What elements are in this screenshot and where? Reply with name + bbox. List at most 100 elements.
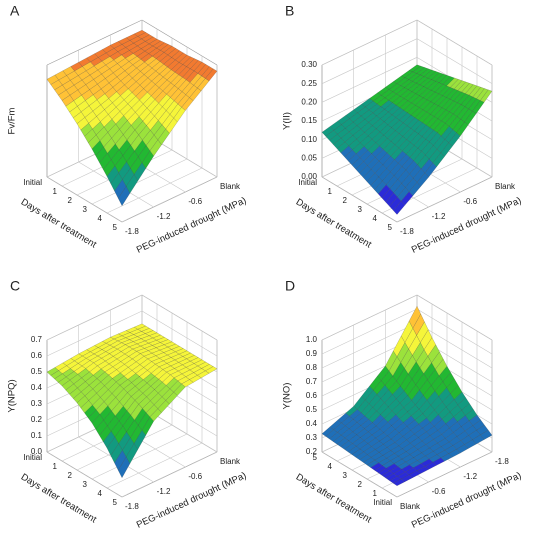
grid-line [46, 176, 123, 223]
grid-line [46, 451, 123, 498]
z-tick-label: 0.20 [301, 97, 317, 106]
grid-line [321, 57, 418, 103]
y-tick-label: Initial [298, 178, 317, 187]
z-tick-label: 0.6 [31, 351, 43, 360]
y-tick-label: Initial [373, 498, 392, 507]
x-tick-label: -0.6 [188, 472, 202, 481]
x-tick-label: -0.6 [188, 197, 202, 206]
grid-line [416, 308, 493, 355]
x-tick-label: -0.6 [463, 197, 477, 206]
grid-line [416, 322, 493, 369]
x-tick-label: -1.2 [463, 472, 477, 481]
z-tick-label: 0.6 [306, 391, 318, 400]
z-tick-label: 0.10 [301, 135, 317, 144]
z-axis-label: Y(NO) [282, 383, 293, 410]
y-tick-label: 4 [98, 214, 103, 223]
y-tick-label: 4 [98, 489, 103, 498]
panel: 0.0 0.1 0.2 0.3 0.4 0.5 0.6 0.7 -1.8 -1.2 -0.6 Blan… [7, 278, 249, 531]
z-tick-label: 0.7 [306, 377, 318, 386]
z-tick-label: 1.0 [306, 335, 318, 344]
surface-patch [118, 186, 131, 206]
x-tick-label: -1.8 [400, 227, 414, 236]
z-tick-label: 0.15 [301, 116, 317, 125]
grid-line [46, 294, 143, 341]
y-tick-label: 2 [68, 196, 73, 205]
z-tick-label: 0.3 [306, 433, 318, 442]
y-tick-label: 5 [113, 498, 118, 507]
y-tick-label: 4 [328, 462, 333, 471]
x-tick-label: -1.2 [157, 212, 171, 221]
grid-line [121, 451, 218, 498]
z-tick-label: 0.9 [306, 349, 318, 358]
y-tick-label: Initial [23, 453, 42, 462]
z-tick-label: 0.8 [306, 363, 318, 372]
grid-line [141, 310, 218, 357]
z-axis-label: Y(II) [282, 112, 293, 130]
axis-edge [46, 19, 143, 66]
grid-line [416, 38, 493, 84]
grid-line [141, 294, 218, 341]
grid-line [396, 451, 493, 498]
y-tick-label: 3 [83, 480, 88, 489]
x-tick-label: -1.2 [432, 212, 446, 221]
y-tick-label: 1 [373, 489, 378, 498]
x-tick-label: -1.2 [157, 487, 171, 496]
x-tick-label: -1.8 [125, 227, 139, 236]
grid-line [106, 167, 203, 214]
y-tick-label: 5 [113, 223, 118, 232]
grid-line [91, 433, 188, 480]
y-tick-label: 1 [53, 187, 58, 196]
z-axis-label: Y(NPQ) [7, 379, 18, 412]
z-tick-label: 0.1 [31, 431, 43, 440]
panel: 0.2 0.3 0.4 0.5 0.6 0.7 0.8 0.9 1.0 -1.8 -1.2 -0.6 B… [282, 278, 524, 531]
x-tick-label: -1.8 [495, 457, 509, 466]
y-tick-label: 1 [328, 187, 333, 196]
grid-line [106, 442, 203, 489]
panel-letter: B [285, 3, 294, 19]
panel-letter: A [10, 3, 20, 19]
panel-letter: D [285, 278, 295, 294]
z-tick-label: 0.2 [31, 415, 43, 424]
z-axis-label: Fv/Fm [7, 107, 18, 134]
panel: 0.00 0.05 0.10 0.15 0.20 0.25 0.30 -1.8 -1.2 -0.6… [282, 3, 524, 256]
x-tick-label: -1.8 [125, 502, 139, 511]
grid-line [396, 176, 493, 223]
x-tick-label: -0.6 [432, 487, 446, 496]
z-tick-label: 0.5 [31, 367, 43, 376]
y-tick-label: 2 [343, 196, 348, 205]
x-tick-label: Blank [220, 182, 241, 191]
y-tick-label: 3 [83, 205, 88, 214]
y-tick-label: 2 [68, 471, 73, 480]
z-tick-label: 0.25 [301, 79, 317, 88]
x-tick-label: Blank [400, 502, 421, 511]
grid-line [321, 176, 398, 223]
panel-letter: C [10, 278, 20, 294]
y-tick-label: 1 [53, 462, 58, 471]
grid-line [321, 308, 418, 355]
z-tick-label: 0.5 [306, 405, 318, 414]
grid-line [416, 19, 493, 66]
z-tick-label: 0.2 [306, 447, 318, 456]
grid-line [321, 322, 418, 369]
z-tick-label: 0.05 [301, 153, 317, 162]
grid-line [91, 158, 188, 205]
grid-line [121, 176, 218, 223]
grid-line [321, 38, 418, 84]
axis-edge [141, 19, 218, 66]
surface-patch [393, 200, 406, 215]
y-tick-label: Initial [23, 178, 42, 187]
z-tick-label: 0.4 [306, 419, 318, 428]
grid-line [321, 19, 418, 66]
y-tick-label: 3 [358, 205, 363, 214]
z-tick-label: 0.3 [31, 399, 43, 408]
y-tick-label: 5 [313, 453, 318, 462]
z-tick-label: 0.0 [31, 447, 43, 456]
z-tick-label: 0.4 [31, 383, 43, 392]
surface-patch [393, 478, 406, 486]
y-tick-label: 3 [343, 471, 348, 480]
z-tick-label: 0.7 [31, 335, 43, 344]
grid-line [416, 294, 493, 341]
x-tick-label: Blank [495, 182, 516, 191]
y-tick-label: 2 [358, 480, 363, 489]
